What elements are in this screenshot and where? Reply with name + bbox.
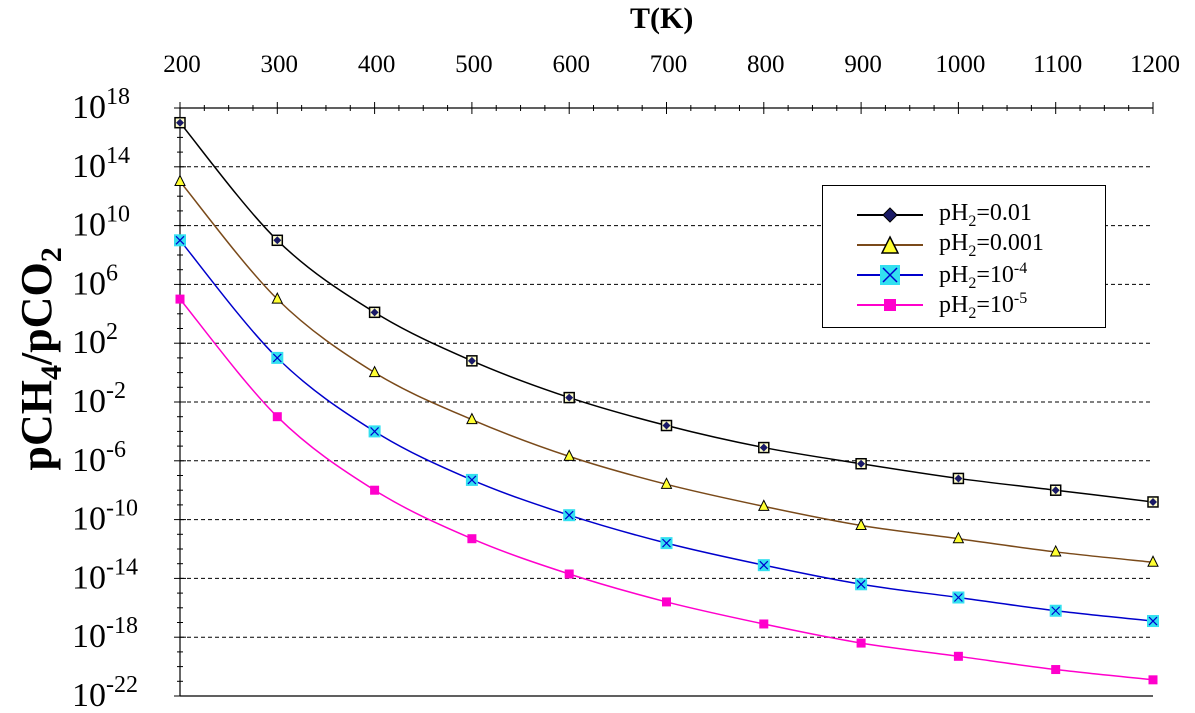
- data-point: [563, 449, 576, 461]
- triangle-marker-icon: [880, 235, 900, 254]
- y-tick-label: 10-14: [72, 554, 138, 596]
- y-tick-label: 10-6: [72, 437, 126, 479]
- data-point: [856, 638, 866, 648]
- series-line: [179, 298, 1154, 681]
- data-point: [272, 412, 282, 422]
- y-tick-label: 1018: [72, 84, 130, 126]
- legend-item: pH2=10-5: [823, 290, 1105, 322]
- x-tick-label: 1000: [935, 51, 985, 78]
- data-point-inner: [1051, 486, 1060, 495]
- diamond-marker-icon: [882, 207, 898, 223]
- legend-item: pH2=0.01: [823, 200, 1105, 230]
- data-point: [662, 597, 671, 607]
- legend-label: pH2=10-4: [939, 260, 1028, 292]
- y-tick-label: 10-22: [72, 672, 138, 713]
- data-point-inner: [662, 421, 671, 430]
- y-tick-label: 1014: [72, 143, 130, 185]
- data-point-inner: [176, 118, 184, 127]
- data-point-inner: [565, 393, 574, 402]
- data-point-inner: [467, 356, 476, 365]
- data-point: [1148, 675, 1158, 685]
- data-point: [1049, 544, 1062, 557]
- data-point: [855, 518, 867, 530]
- x-axis-title: T(K): [630, 2, 694, 35]
- data-point: [271, 291, 284, 304]
- x-tick-label: 900: [844, 51, 882, 78]
- y-tick-label: 1010: [72, 202, 130, 244]
- x-tick-label: 300: [261, 51, 299, 78]
- data-point-cross: [272, 353, 282, 363]
- data-point: [759, 619, 769, 629]
- series-line: [179, 181, 1154, 563]
- data-point: [1051, 665, 1061, 675]
- y-tick-label: 10-2: [72, 378, 126, 420]
- data-point-cross: [662, 538, 671, 548]
- data-point-inner: [954, 474, 963, 483]
- x-tick-label: 1200: [1130, 51, 1180, 78]
- data-point-inner: [1149, 497, 1157, 506]
- data-point-cross: [175, 235, 185, 245]
- legend-label: pH2=0.01: [939, 200, 1032, 230]
- data-point-cross: [856, 579, 866, 589]
- data-point: [370, 485, 380, 495]
- x-tick-label: 1100: [1033, 51, 1082, 78]
- x-tick-label: 400: [358, 51, 396, 78]
- y-tick-label: 106: [72, 260, 118, 302]
- data-point: [564, 569, 574, 579]
- data-point: [175, 294, 185, 304]
- x-tick-label: 600: [552, 51, 590, 78]
- data-point: [467, 534, 477, 544]
- data-point-inner: [273, 236, 282, 245]
- x-tick-label: 700: [650, 51, 688, 78]
- data-point-inner: [759, 443, 768, 452]
- x-tick-label: 500: [455, 51, 493, 78]
- data-point-cross: [759, 560, 769, 570]
- data-point-inner: [370, 308, 379, 317]
- data-point: [1147, 555, 1159, 567]
- x-square-marker-icon: [880, 265, 900, 285]
- data-point: [174, 174, 186, 186]
- data-point: [953, 651, 963, 661]
- data-point-cross: [953, 593, 963, 602]
- series-line: [179, 239, 1154, 622]
- legend-item: pH2=10-4: [823, 260, 1105, 292]
- data-point-inner: [857, 459, 866, 468]
- legend: pH2=0.01 pH2=0.001 pH2=10-4 pH2=10-5: [822, 185, 1106, 328]
- data-point: [466, 412, 478, 425]
- series-line: [179, 122, 1154, 503]
- y-tick-label: 10-18: [72, 613, 138, 655]
- legend-label: pH2=0.001: [939, 230, 1044, 260]
- y-tick-label: 102: [72, 319, 118, 361]
- data-point: [368, 365, 381, 378]
- data-point: [757, 499, 770, 511]
- square-marker-icon: [884, 299, 896, 311]
- legend-item: pH2=0.001: [823, 230, 1105, 260]
- y-axis-title: pCH4/pCO2: [12, 247, 68, 471]
- x-tick-label: 200: [163, 51, 201, 78]
- x-tick-label: 800: [747, 51, 785, 78]
- data-point: [952, 531, 965, 544]
- data-point: [660, 477, 673, 489]
- y-tick-label: 10-10: [72, 496, 138, 538]
- data-point-cross: [370, 426, 380, 436]
- data-point-cross: [1148, 616, 1158, 626]
- data-point-cross: [1051, 606, 1061, 616]
- data-point-cross: [564, 510, 574, 520]
- data-point-cross: [467, 475, 477, 485]
- legend-label: pH2=10-5: [939, 290, 1028, 322]
